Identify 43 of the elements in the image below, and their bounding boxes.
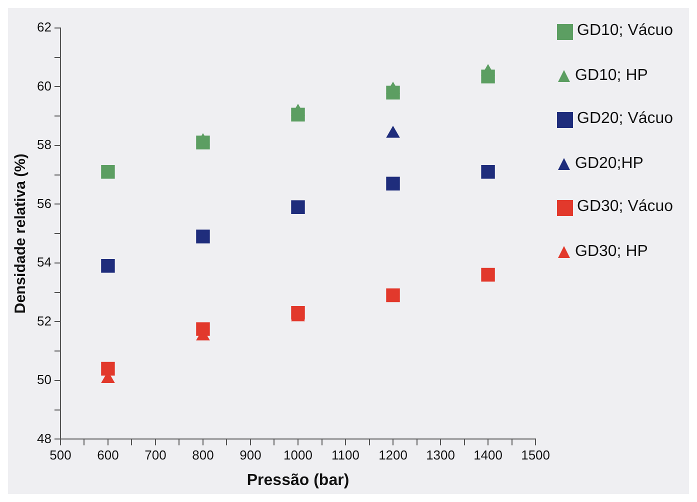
x-tick-label: 800 [192,448,214,463]
legend-label: GD30; HP [575,243,649,261]
point [196,136,210,150]
x-tick-label: 1400 [474,448,502,463]
point [386,288,400,302]
point [386,126,400,138]
x-tick-label: 1500 [521,448,550,463]
x-tick-label: 500 [50,448,72,463]
y-tick-label: 62 [36,20,52,35]
y-tick-label: 50 [36,372,52,388]
y-tick-label: 48 [36,430,52,446]
legend-label: GD20;HP [575,155,644,173]
point [291,200,305,214]
y-tick-label: 56 [36,196,52,211]
point [386,86,400,100]
legend-label: GD20; Vácuo [577,110,674,128]
x-tick-label: 600 [97,448,119,463]
y-tick-label: 58 [36,137,52,152]
legend-label: GD30; Vácuo [577,198,674,216]
point [196,322,210,336]
point [386,176,400,191]
legend-label: GD10; Vácuo [577,22,674,40]
x-tick-label: 1000 [284,448,312,463]
y-tick-label: 52 [36,313,52,328]
y-axis-title: Densidade relativa (%) [12,154,30,314]
point [291,108,305,122]
point [101,165,115,179]
x-tick-label: 1200 [378,448,408,463]
x-tick-label: 1100 [332,448,360,463]
point [101,362,115,376]
x-tick-label: 700 [144,448,166,463]
point [481,165,495,179]
point [196,230,210,244]
y-tick-label: 54 [36,254,52,270]
legend-label: GD10; HP [575,67,649,85]
point [101,259,115,273]
point [481,268,495,282]
x-tick-label: 1300 [426,448,455,463]
point [291,306,305,320]
point [481,70,495,84]
y-tick-label: 60 [36,78,52,94]
x-tick-label: 900 [240,448,262,463]
x-axis-title: Pressão (bar) [246,472,350,489]
